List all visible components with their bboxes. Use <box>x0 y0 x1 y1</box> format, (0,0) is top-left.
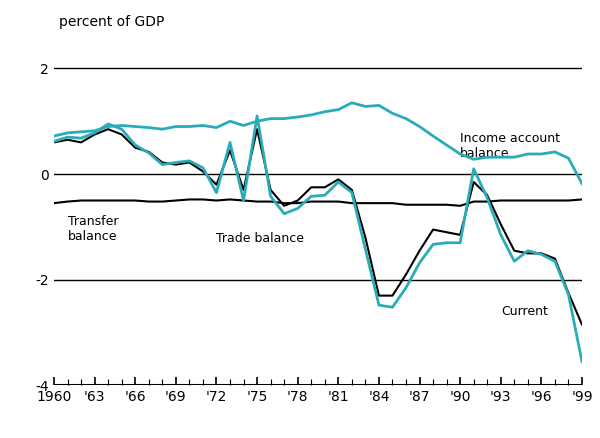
Text: Trade balance: Trade balance <box>217 232 304 245</box>
Text: Current: Current <box>501 305 548 318</box>
Text: percent of GDP: percent of GDP <box>59 15 164 29</box>
Text: Transfer
balance: Transfer balance <box>68 215 118 243</box>
Text: Income account
balance: Income account balance <box>460 132 560 160</box>
